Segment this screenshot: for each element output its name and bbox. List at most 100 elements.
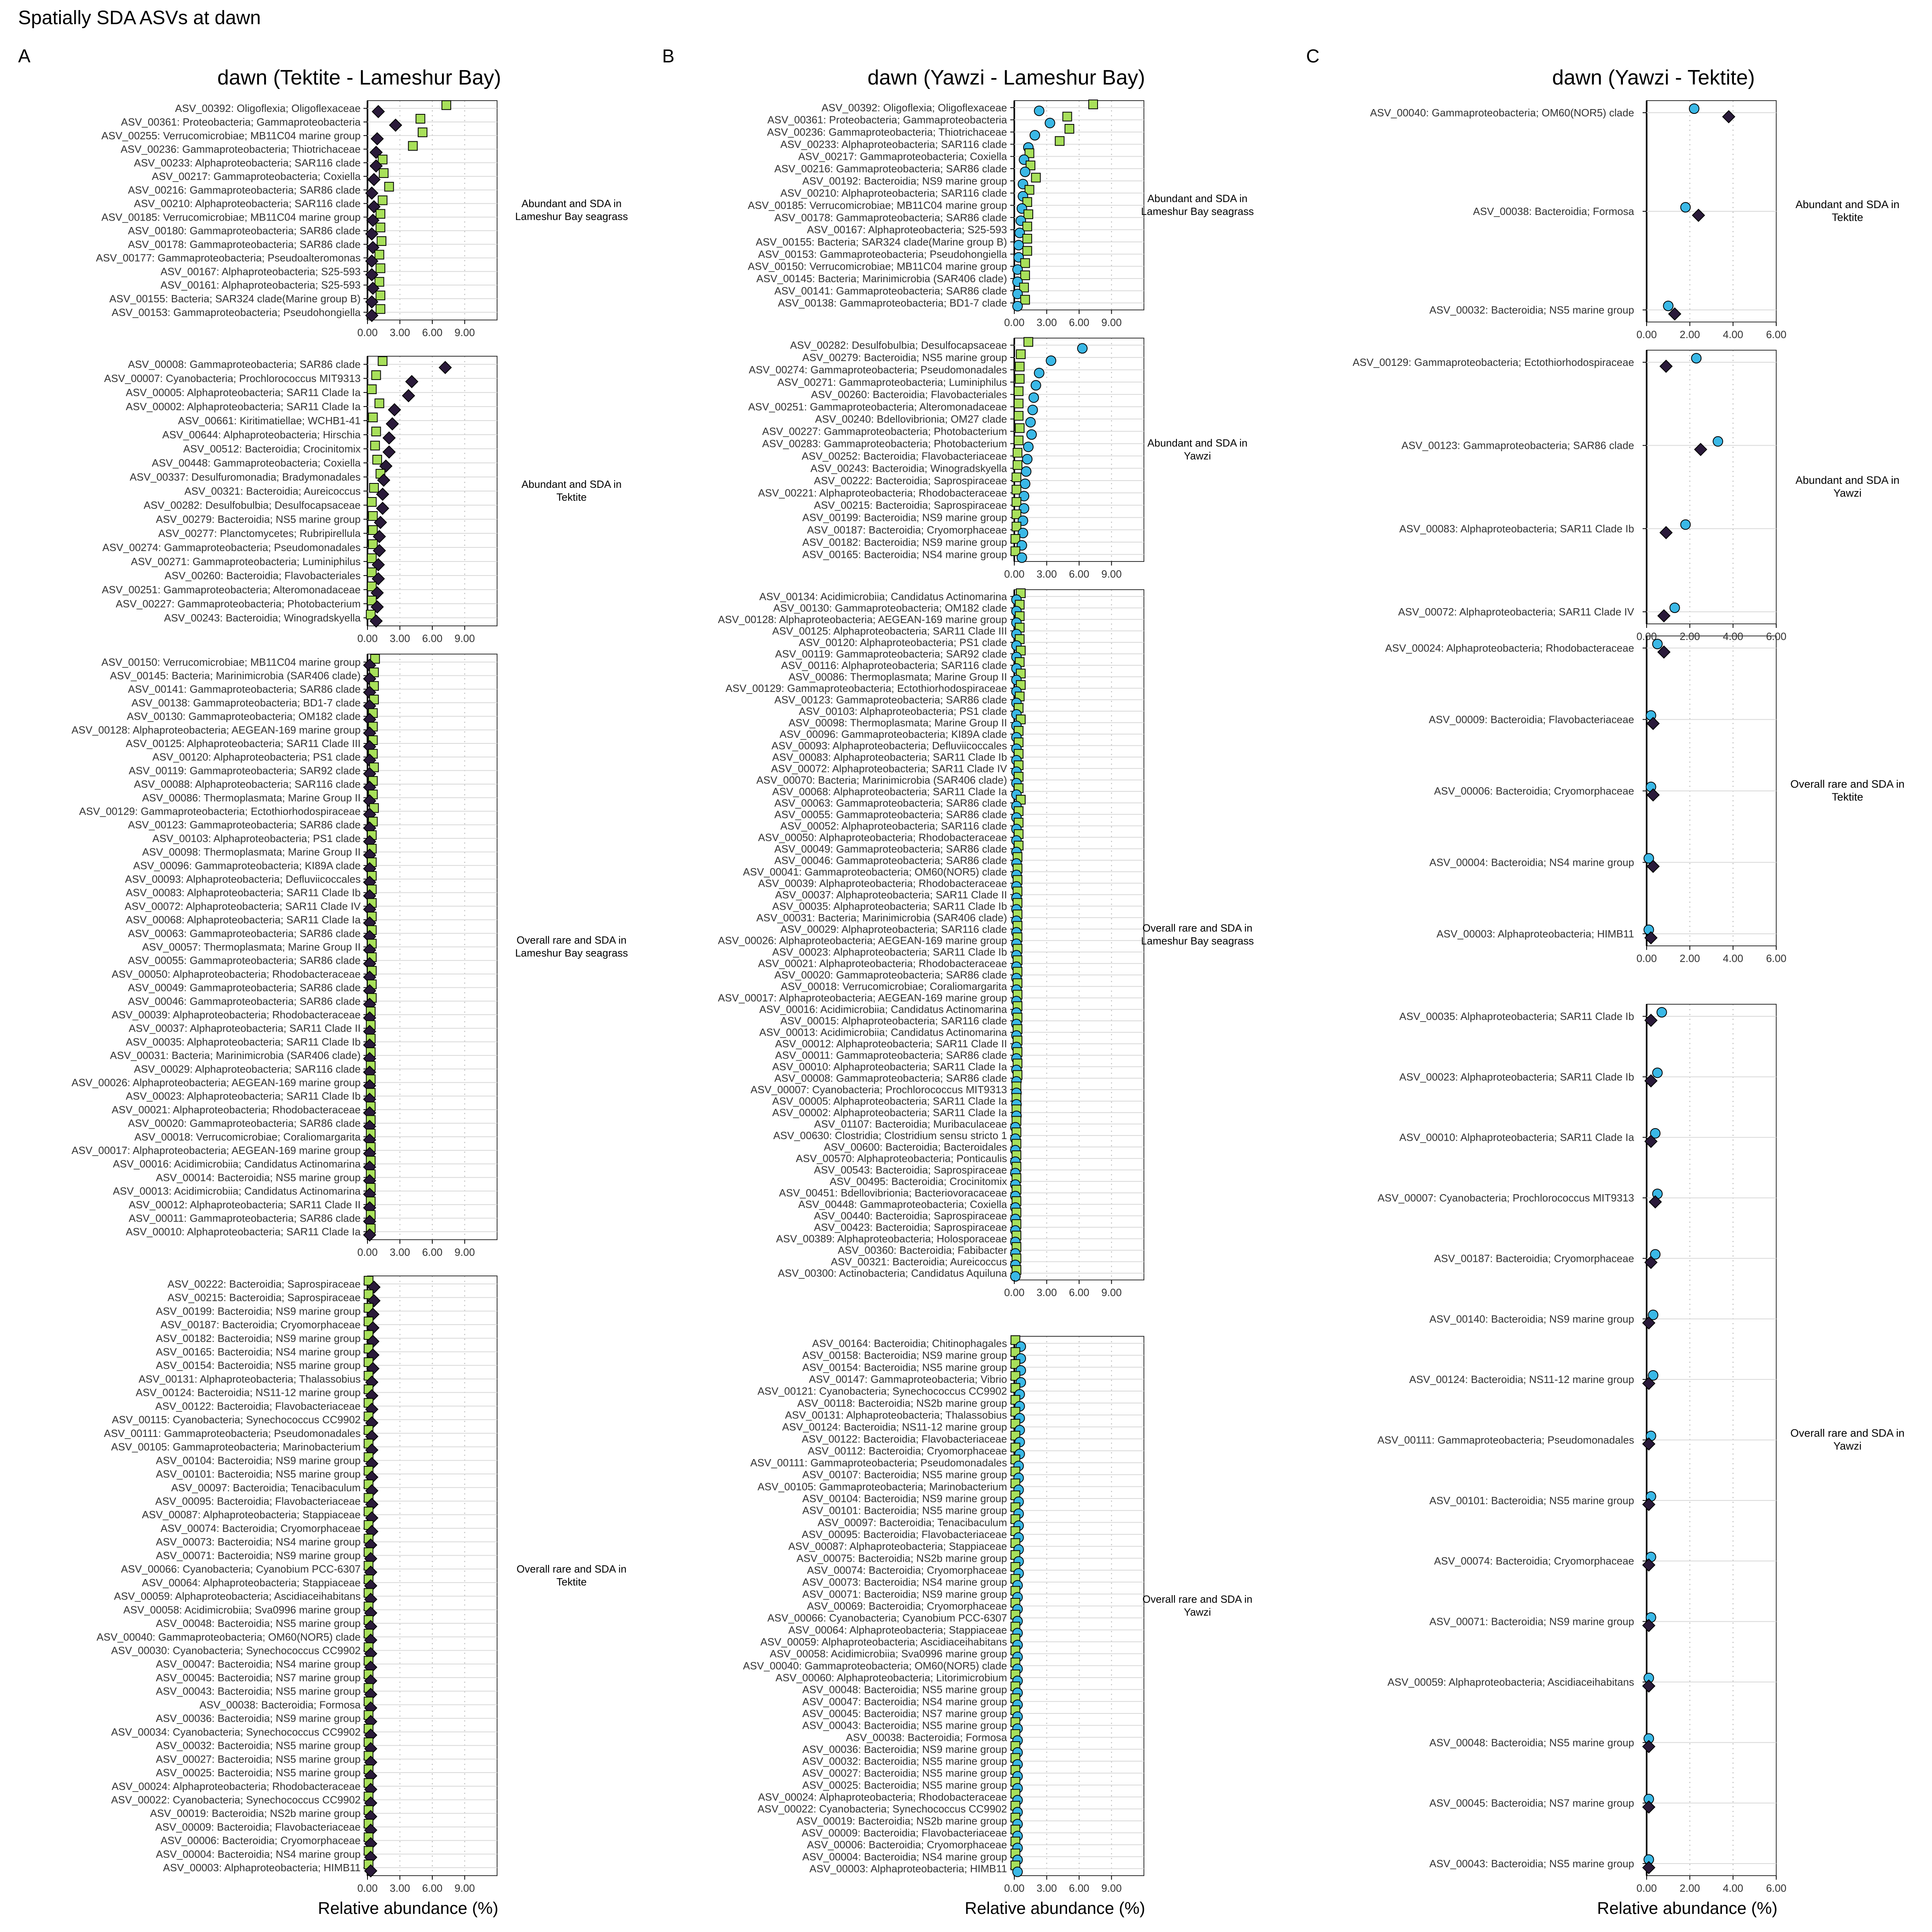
x-tick-label: 0.00 xyxy=(1004,316,1025,328)
tick-label: ASV_00129: Gammaproteobacteria; Ectothio… xyxy=(725,682,1007,694)
tick-label: ASV_00227: Gammaproteobacteria; Photobac… xyxy=(762,425,1007,438)
tick-label: ASV_00021: Alphaproteobacteria; Rhodobac… xyxy=(111,1104,361,1116)
tick-label: ASV_00187: Bacteroidia; Cryomorphaceae xyxy=(161,1319,361,1331)
tick-label: ASV_00011: Gammaproteobacteria; SAR86 cl… xyxy=(129,1212,361,1224)
tick-label: ASV_00111: Gammaproteobacteria; Pseudomo… xyxy=(1377,1434,1634,1446)
tick-label: ASV_00440: Bacteroidia; Saprospiraceae xyxy=(814,1210,1007,1222)
point-yawzi xyxy=(1025,417,1036,428)
tick-label: ASV_00008: Gammaproteobacteria; SAR86 cl… xyxy=(774,1072,1007,1084)
tick-label: ASV_00271: Gammaproteobacteria; Luminiph… xyxy=(777,376,1007,388)
point-yawzi xyxy=(1044,118,1055,128)
point-tektite xyxy=(369,614,383,628)
tick-label: ASV_00227: Gammaproteobacteria; Photobac… xyxy=(116,598,361,610)
tick-label: ASV_00058: Acidimicrobiia; Sva0996 marin… xyxy=(123,1604,361,1616)
point-tektite xyxy=(405,375,419,388)
tick-label: ASV_00236: Gammaproteobacteria; Thiotric… xyxy=(767,126,1007,138)
point-tektite xyxy=(1657,609,1671,623)
point-tektite xyxy=(388,403,401,417)
tick-label: ASV_00055: Gammaproteobacteria; SAR86 cl… xyxy=(774,808,1007,820)
facet-frame xyxy=(367,100,497,320)
tick-label: ASV_00112: Bacteroidia; Cryomorphaceae xyxy=(808,1445,1007,1457)
tick-label: ASV_00050: Alphaproteobacteria; Rhodobac… xyxy=(758,831,1007,843)
tick-label: ASV_00021: Alphaproteobacteria; Rhodobac… xyxy=(758,958,1007,970)
tick-label: ASV_00075: Bacteroidia; NS2b marine grou… xyxy=(797,1552,1007,1564)
tick-label: ASV_00039: Alphaproteobacteria; Rhodobac… xyxy=(111,1009,361,1021)
tick-label: ASV_00012: Alphaproteobacteria; SAR11 Cl… xyxy=(775,1038,1007,1050)
point-lameshur xyxy=(1013,448,1023,458)
point-yawzi xyxy=(1029,130,1040,140)
point-tektite xyxy=(1642,1800,1655,1814)
point-yawzi xyxy=(1648,1370,1659,1381)
tick-label: ASV_00570: Alphaproteobacteria; Ponticau… xyxy=(796,1152,1007,1164)
x-tick-label: 0.00 xyxy=(357,632,378,644)
point-tektite xyxy=(1642,1619,1655,1632)
point-lameshur xyxy=(1011,472,1022,482)
x-tick-label: 0.00 xyxy=(357,1246,378,1258)
x-tick-label: 0.00 xyxy=(357,1882,378,1894)
facet-strip-label: Tektite xyxy=(556,1576,586,1588)
point-lameshur xyxy=(1022,246,1032,256)
x-tick-label: 2.00 xyxy=(1680,1882,1700,1894)
x-tick-label: 9.00 xyxy=(1101,1286,1122,1298)
tick-label: ASV_00083: Alphaproteobacteria; SAR11 Cl… xyxy=(772,751,1007,763)
x-tick-label: 6.00 xyxy=(1766,1882,1787,1894)
tick-label: ASV_00119: Gammaproteobacteria; SAR92 cl… xyxy=(775,648,1007,660)
tick-label: ASV_00007: Cyanobacteria; Prochlorococcu… xyxy=(1378,1192,1634,1204)
tick-label: ASV_00009: Bacteroidia; Flavobacteriacea… xyxy=(1429,714,1634,726)
tick-label: ASV_00048: Bacteroidia; NS5 marine group xyxy=(156,1617,361,1629)
point-lameshur xyxy=(378,155,388,165)
point-lameshur xyxy=(1064,124,1074,134)
tick-label: ASV_00177: Gammaproteobacteria; Pseudoal… xyxy=(96,252,361,264)
tick-label: ASV_00087: Alphaproteobacteria; Stappiac… xyxy=(788,1540,1007,1552)
tick-label: ASV_00011: Gammaproteobacteria; SAR86 cl… xyxy=(775,1049,1007,1061)
facet-strip-label: Lameshur Bay seagrass xyxy=(515,211,628,223)
tick-label: ASV_00010: Alphaproteobacteria; SAR11 Cl… xyxy=(772,1061,1007,1073)
tick-label: ASV_00282: Desulfobulbia; Desulfocapsace… xyxy=(144,499,361,511)
tick-label: ASV_00095: Bacteroidia; Flavobacteriacea… xyxy=(155,1495,361,1507)
point-lameshur xyxy=(1022,221,1032,231)
point-tektite xyxy=(1642,1437,1655,1451)
point-lameshur xyxy=(376,223,386,233)
tick-label: ASV_00279: Bacteroidia; NS5 marine group xyxy=(802,351,1007,363)
tick-label: ASV_00006: Bacteroidia; Cryomorphaceae xyxy=(161,1835,361,1847)
facet-strip-label: Abundant and SDA in xyxy=(1796,198,1899,211)
point-yawzi xyxy=(1019,491,1030,502)
point-tektite xyxy=(1644,1013,1658,1027)
x-tick-label: 6.00 xyxy=(422,326,443,339)
point-lameshur xyxy=(1016,349,1026,359)
tick-label: ASV_00448: Gammaproteobacteria; Coxiella xyxy=(798,1198,1007,1210)
tick-label: ASV_00279: Bacteroidia; NS5 marine group xyxy=(156,513,361,525)
point-lameshur xyxy=(1022,234,1032,244)
point-yawzi xyxy=(1077,343,1088,354)
tick-label: ASV_00096: Gammaproteobacteria; KI89A cl… xyxy=(133,859,361,871)
tick-label: ASV_00030: Cyanobacteria; Synechococcus … xyxy=(111,1644,361,1656)
panel-letter: B xyxy=(662,45,675,66)
facet-strip-label: Abundant and SDA in xyxy=(522,198,622,210)
point-tektite xyxy=(363,1228,376,1242)
tick-label: ASV_00046: Gammaproteobacteria; SAR86 cl… xyxy=(128,995,361,1007)
tick-label: ASV_00007: Cyanobacteria; Prochlorococcu… xyxy=(104,372,361,384)
x-tick-label: 0.00 xyxy=(1004,568,1025,580)
tick-label: ASV_00321: Bacteroidia; Aureicoccus xyxy=(831,1256,1007,1268)
tick-label: ASV_00178: Gammaproteobacteria; SAR86 cl… xyxy=(128,238,361,250)
tick-label: ASV_00023: Alphaproteobacteria; SAR11 Cl… xyxy=(1399,1071,1634,1083)
point-lameshur xyxy=(1013,398,1024,409)
tick-label: ASV_00101: Bacteroidia; NS5 marine group xyxy=(1429,1494,1634,1507)
tick-label: ASV_00392: Oligoflexia; Oligoflexaceae xyxy=(175,102,361,114)
tick-label: ASV_00023: Alphaproteobacteria; SAR11 Cl… xyxy=(772,946,1007,958)
point-tektite xyxy=(382,431,396,445)
tick-label: ASV_00004: Bacteroidia; NS4 marine group xyxy=(156,1848,361,1860)
tick-label: ASV_00125: Alphaproteobacteria; SAR11 Cl… xyxy=(126,737,361,749)
tick-label: ASV_00073: Bacteroidia; NS4 marine group xyxy=(156,1536,361,1548)
tick-label: ASV_00093: Alphaproteobacteria; Defluvii… xyxy=(125,873,361,885)
x-tick-label: 4.00 xyxy=(1723,952,1743,964)
x-tick-label: 0.00 xyxy=(1637,1882,1657,1894)
tick-label: ASV_00129: Gammaproteobacteria; Ectothio… xyxy=(1352,356,1634,368)
tick-label: ASV_00022: Cyanobacteria; Synechococcus … xyxy=(758,1803,1007,1815)
tick-label: ASV_00093: Alphaproteobacteria; Defluvii… xyxy=(772,739,1007,751)
tick-label: ASV_00448: Gammaproteobacteria; Coxiella xyxy=(152,457,361,469)
x-tick-label: 0.00 xyxy=(1637,952,1657,964)
facet-strip-label: Yawzi xyxy=(1184,450,1211,462)
point-lameshur xyxy=(1013,460,1023,470)
